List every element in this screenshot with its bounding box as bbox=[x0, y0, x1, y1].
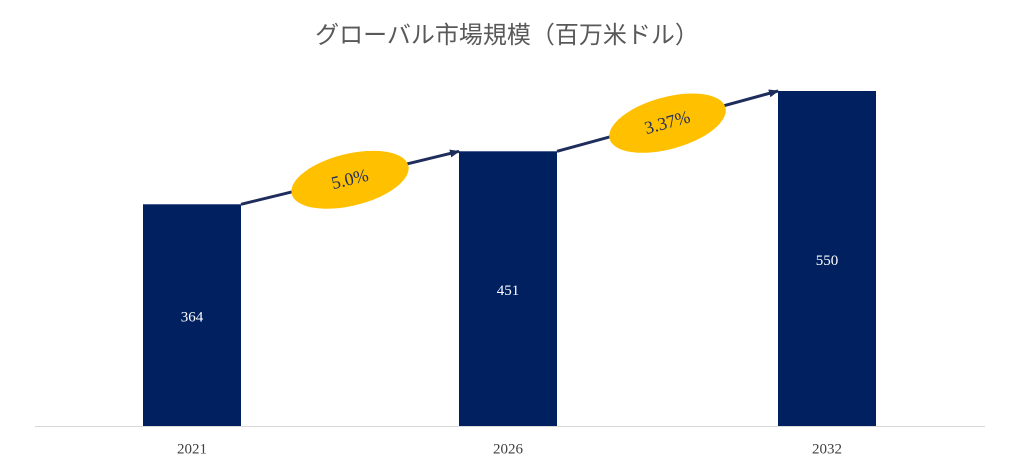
bar bbox=[143, 204, 241, 426]
badge-ellipse bbox=[291, 150, 409, 209]
growth-badge: 3.37% bbox=[609, 93, 726, 153]
badge-ellipse bbox=[609, 93, 726, 153]
x-tick-label: 2021 bbox=[177, 441, 207, 457]
x-tick-label: 2032 bbox=[812, 441, 842, 457]
data-label: 364 bbox=[181, 310, 204, 326]
x-tick-label: 2026 bbox=[493, 441, 524, 457]
bar bbox=[459, 151, 557, 427]
bar bbox=[778, 91, 876, 426]
chart-title: グローバル市場規模（百万米ドル） bbox=[315, 21, 699, 49]
data-label: 550 bbox=[816, 253, 839, 269]
growth-badge: 5.0% bbox=[291, 150, 409, 209]
data-label: 451 bbox=[497, 283, 520, 299]
